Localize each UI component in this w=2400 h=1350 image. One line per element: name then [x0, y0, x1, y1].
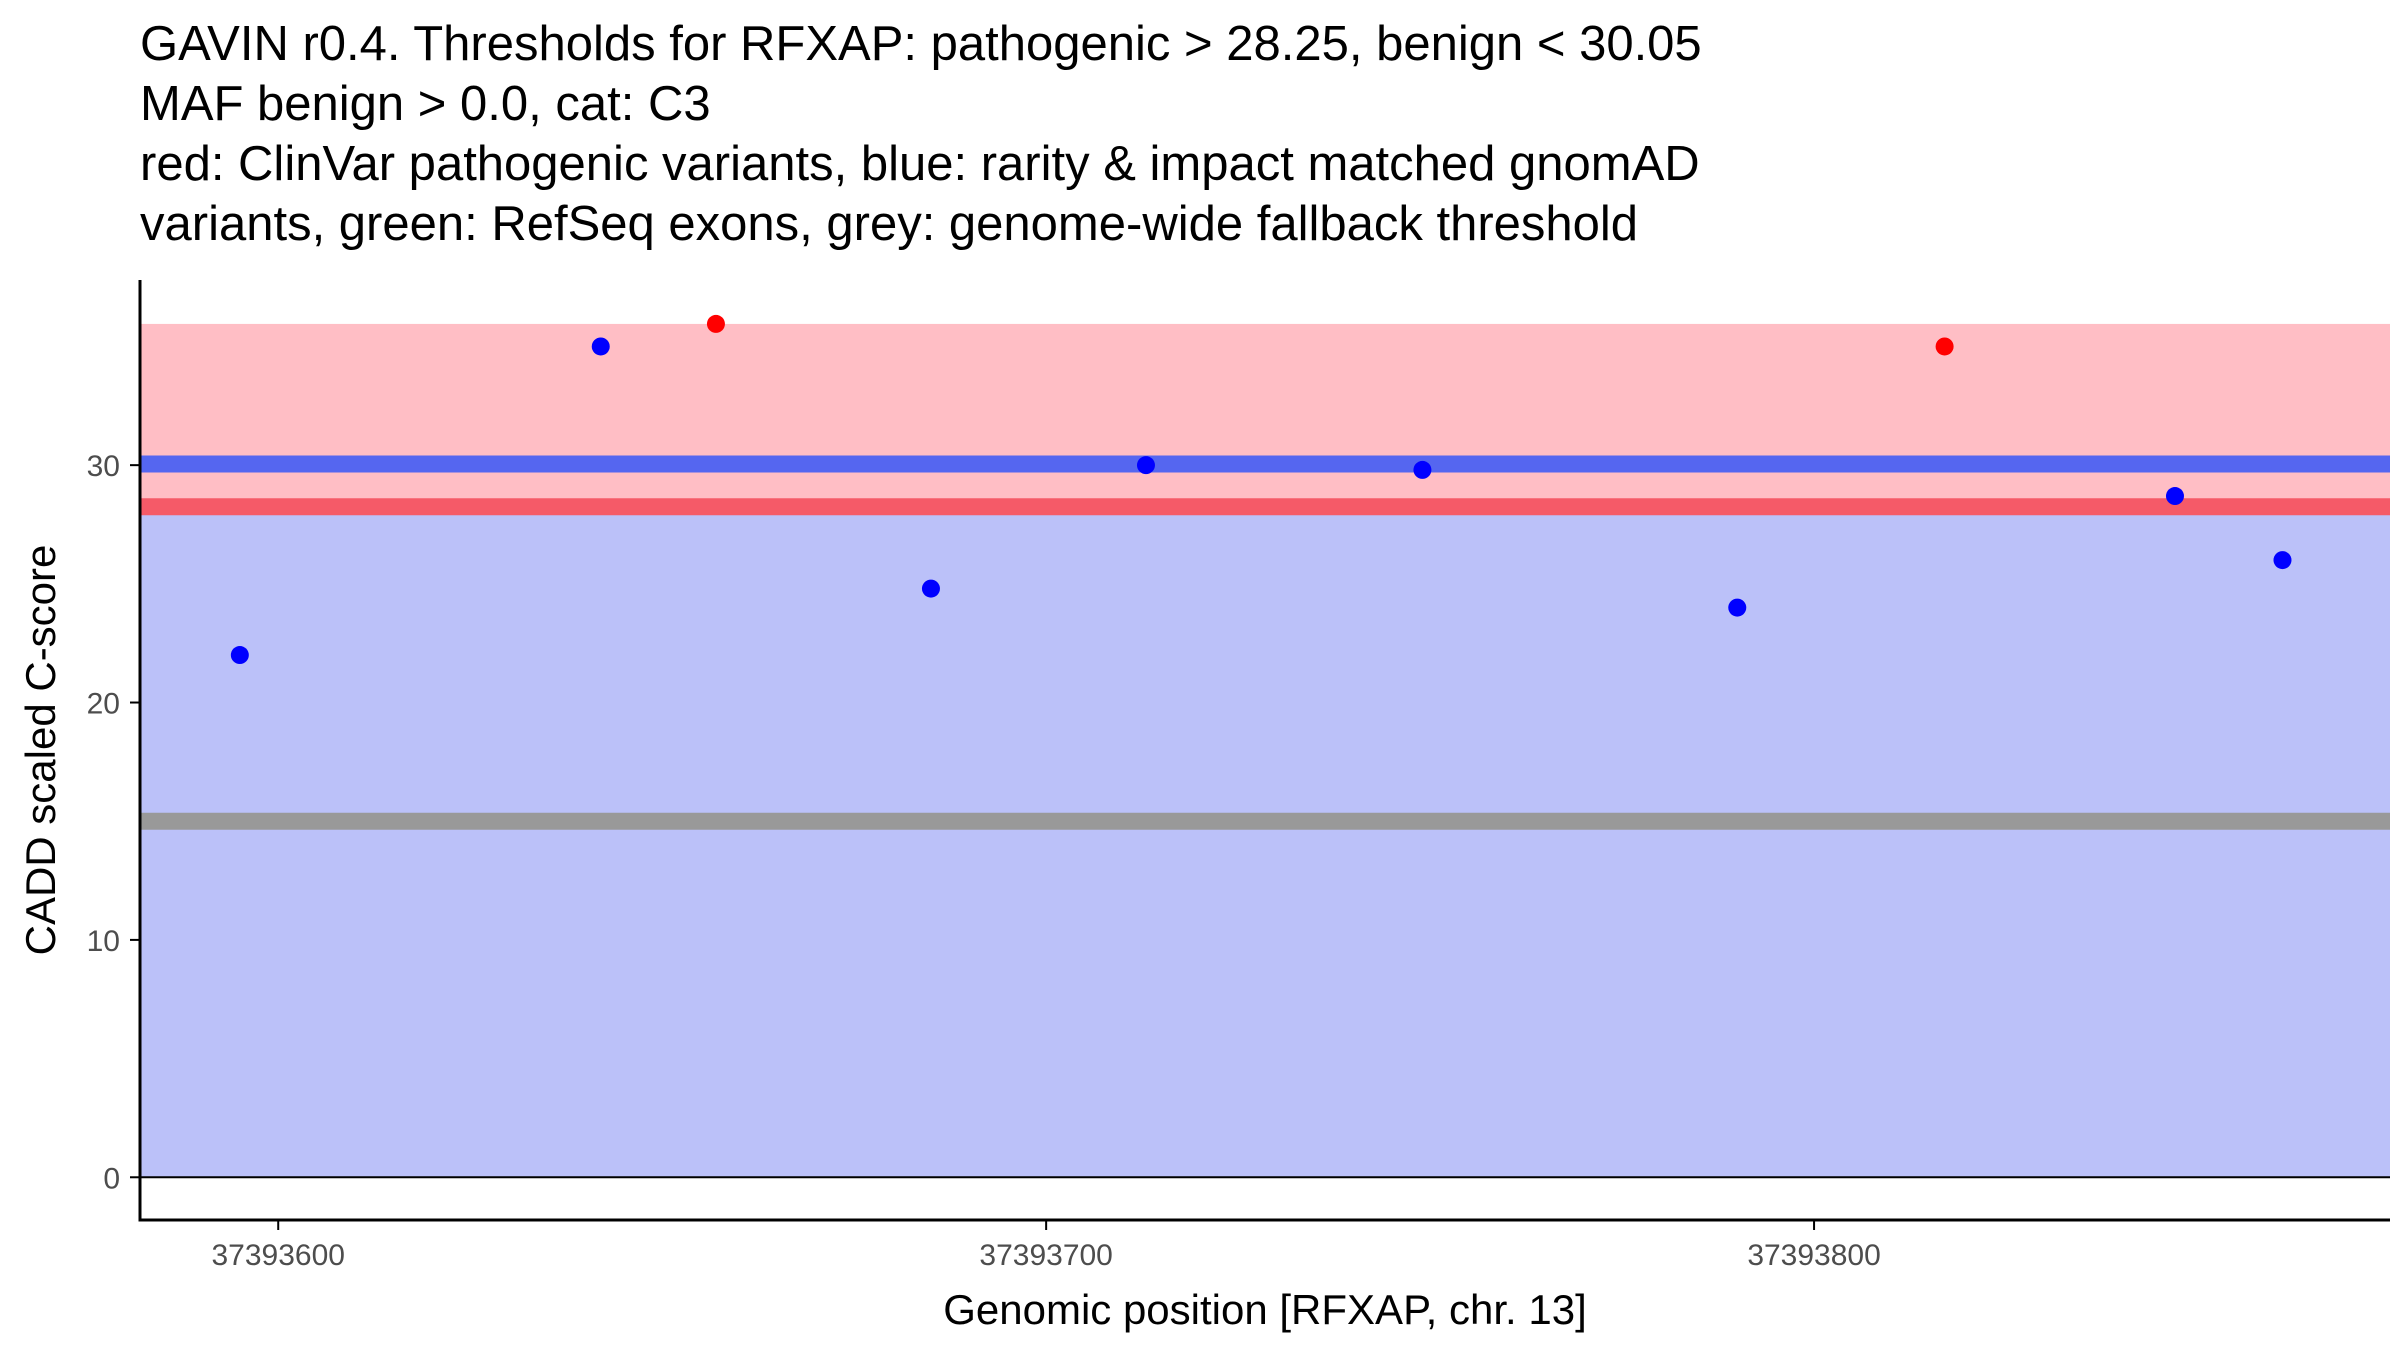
gnomad-variant-point [2273, 551, 2292, 570]
x-tick-label: 37393700 [979, 1239, 1112, 1272]
clinvar-pathogenic-point [706, 314, 725, 333]
threshold-bands [140, 323, 2390, 1178]
gnomad-variant-point [591, 337, 610, 356]
gnomad-variant-point [1413, 460, 1432, 479]
gnomad-variant-point [230, 646, 249, 665]
x-axis-title: Genomic position [RFXAP, chr. 13] [943, 1286, 1587, 1333]
gnomad-variant-point [1728, 598, 1747, 617]
x-axis-ticks: 37393600 37393700 37393800 [211, 1220, 1881, 1272]
y-axis-ticks: 0 10 20 30 [87, 450, 140, 1195]
pathogenic-region-band [140, 323, 2390, 507]
threshold-lines [140, 455, 2390, 830]
title-line-4: variants, green: RefSeq exons, grey: gen… [140, 197, 1639, 251]
title-line-3: red: ClinVar pathogenic variants, blue: … [140, 137, 1700, 191]
title-line-1: GAVIN r0.4. Thresholds for RFXAP: pathog… [140, 17, 1702, 71]
y-axis-title: CADD scaled C-score [17, 545, 64, 956]
y-tick-label: 30 [87, 450, 120, 483]
y-tick-label: 0 [103, 1162, 120, 1195]
gnomad-variant-point [1136, 456, 1155, 475]
gnomad-variant-point [921, 579, 940, 598]
chart-title: GAVIN r0.4. Thresholds for RFXAP: pathog… [140, 14, 2380, 254]
title-line-2: MAF benign > 0.0, cat: C3 [140, 77, 711, 131]
x-tick-label: 37393800 [1747, 1239, 1880, 1272]
clinvar-pathogenic-point [1935, 337, 1954, 356]
y-tick-label: 20 [87, 688, 120, 721]
x-tick-label: 37393600 [211, 1239, 344, 1272]
y-tick-label: 10 [87, 925, 120, 958]
gnomad-variant-point [2165, 487, 2184, 506]
variant-points [230, 314, 2292, 665]
benign-region-band [140, 506, 2390, 1178]
